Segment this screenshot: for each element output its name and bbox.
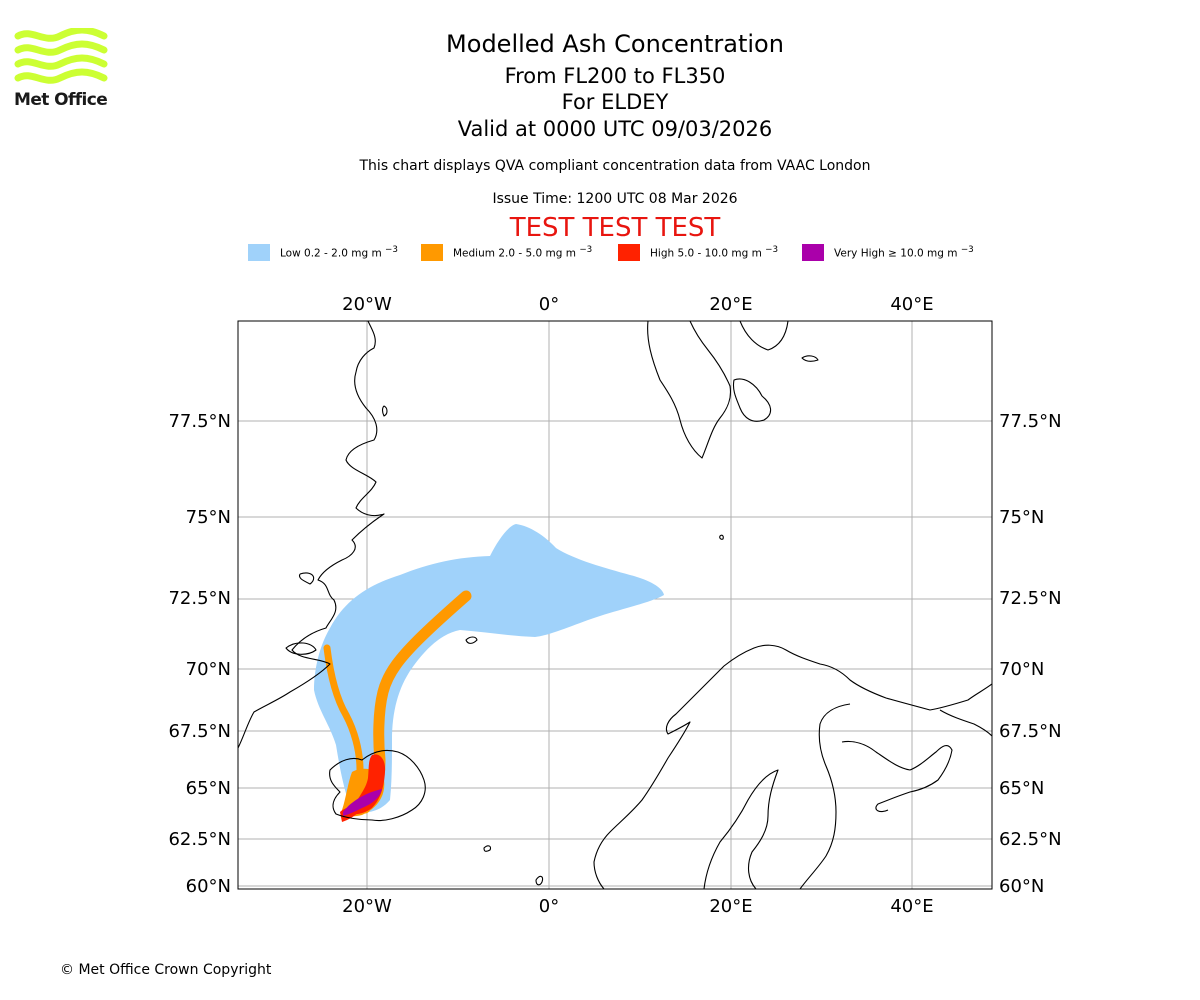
test-banner: TEST TEST TEST xyxy=(509,213,721,243)
lat-label-left-77-5n: 77.5°N xyxy=(168,411,231,432)
coast-shetland xyxy=(535,875,544,886)
met-office-waves-icon xyxy=(14,26,108,84)
coastlines xyxy=(238,321,992,889)
legend-swatch-medium xyxy=(421,244,443,261)
lat-label-left-65n: 65°N xyxy=(186,778,231,799)
valid-time: Valid at 0000 UTC 09/03/2026 xyxy=(457,117,773,141)
lat-label-right-75n: 75°N xyxy=(999,507,1044,528)
legend-swatch-very-high xyxy=(802,244,824,261)
lat-label-right-65n: 65°N xyxy=(999,778,1044,799)
coast-iceland xyxy=(329,749,426,822)
lat-label-right-67-5n: 67.5°N xyxy=(999,721,1062,742)
coast-greenland-small-island xyxy=(381,405,388,417)
legend-label-high: High 5.0 - 10.0 mg m −3 xyxy=(650,245,779,260)
ash-area-very-high xyxy=(343,789,382,816)
lat-label-left-75n: 75°N xyxy=(186,507,231,528)
lat-label-right-62-5n: 62.5°N xyxy=(999,829,1062,850)
lat-label-right-72-5n: 72.5°N xyxy=(999,588,1062,609)
lat-label-right-60n: 60°N xyxy=(999,876,1044,897)
flight-level-range: From FL200 to FL350 xyxy=(504,64,726,88)
qva-note: This chart displays QVA compliant concen… xyxy=(359,158,871,174)
ash-area-low xyxy=(314,524,664,813)
copyright-notice: © Met Office Crown Copyright xyxy=(60,962,272,978)
legend-item-medium: Medium 2.0 - 5.0 mg m −3 xyxy=(421,244,592,261)
met-office-logo-text: Met Office xyxy=(14,90,108,110)
lat-label-right-70n: 70°N xyxy=(999,659,1044,680)
lon-label-top-20e: 20°E xyxy=(709,294,752,315)
lat-label-left-70n: 70°N xyxy=(186,659,231,680)
legend-swatch-low xyxy=(248,244,270,261)
lon-label-top-20w: 20°W xyxy=(342,294,392,315)
lon-label-bottom-20e: 20°E xyxy=(709,896,752,917)
coast-greenland-fjord xyxy=(298,572,315,585)
coast-greenland-island xyxy=(285,642,317,655)
legend-swatch-high xyxy=(618,244,640,261)
coast-faroes xyxy=(483,845,492,852)
lon-label-top-40e: 40°E xyxy=(890,294,933,315)
coast-norway xyxy=(593,644,992,889)
coast-svalbard-islet xyxy=(801,355,819,362)
issue-time: Issue Time: 1200 UTC 08 Mar 2026 xyxy=(492,191,738,207)
lat-label-left-62-5n: 62.5°N xyxy=(168,829,231,850)
lat-label-right-77-5n: 77.5°N xyxy=(999,411,1062,432)
coast-kola-white-sea xyxy=(841,740,953,813)
lon-label-top-0: 0° xyxy=(539,294,559,315)
coast-jan-mayen xyxy=(465,636,478,644)
lon-label-bottom-20w: 20°W xyxy=(342,896,392,917)
legend-label-very-high: Very High ≥ 10.0 mg m −3 xyxy=(834,245,974,260)
legend-label-low: Low 0.2 - 2.0 mg m −3 xyxy=(280,245,398,260)
coast-finland-gulf xyxy=(799,703,851,889)
coast-svalbard-northeast xyxy=(739,321,789,351)
lat-label-left-60n: 60°N xyxy=(186,876,231,897)
volcano-name: For ELDEY xyxy=(561,90,669,114)
map-frame xyxy=(237,320,993,890)
legend-item-high: High 5.0 - 10.0 mg m −3 xyxy=(618,244,778,261)
lat-label-left-72-5n: 72.5°N xyxy=(168,588,231,609)
lat-label-left-67-5n: 67.5°N xyxy=(168,721,231,742)
legend-item-low: Low 0.2 - 2.0 mg m −3 xyxy=(248,244,398,261)
ash-plume xyxy=(314,524,664,822)
coast-russia xyxy=(939,709,992,737)
legend-item-very-high: Very High ≥ 10.0 mg m −3 xyxy=(802,244,974,261)
coast-svalbard-west xyxy=(647,321,732,459)
coast-bear-island xyxy=(719,534,724,540)
chart-title: Modelled Ash Concentration xyxy=(446,30,784,58)
lon-label-bottom-0: 0° xyxy=(539,896,559,917)
coast-svalbard-east xyxy=(732,378,772,422)
legend-label-medium: Medium 2.0 - 5.0 mg m −3 xyxy=(453,245,593,260)
map-gridlines xyxy=(238,321,992,889)
lon-label-bottom-40e: 40°E xyxy=(890,896,933,917)
coast-greenland xyxy=(238,321,385,749)
met-office-logo: Met Office xyxy=(14,26,110,114)
coast-sweden-finland xyxy=(703,769,779,889)
concentration-legend: Low 0.2 - 2.0 mg m −3 Medium 2.0 - 5.0 m… xyxy=(248,244,1008,264)
